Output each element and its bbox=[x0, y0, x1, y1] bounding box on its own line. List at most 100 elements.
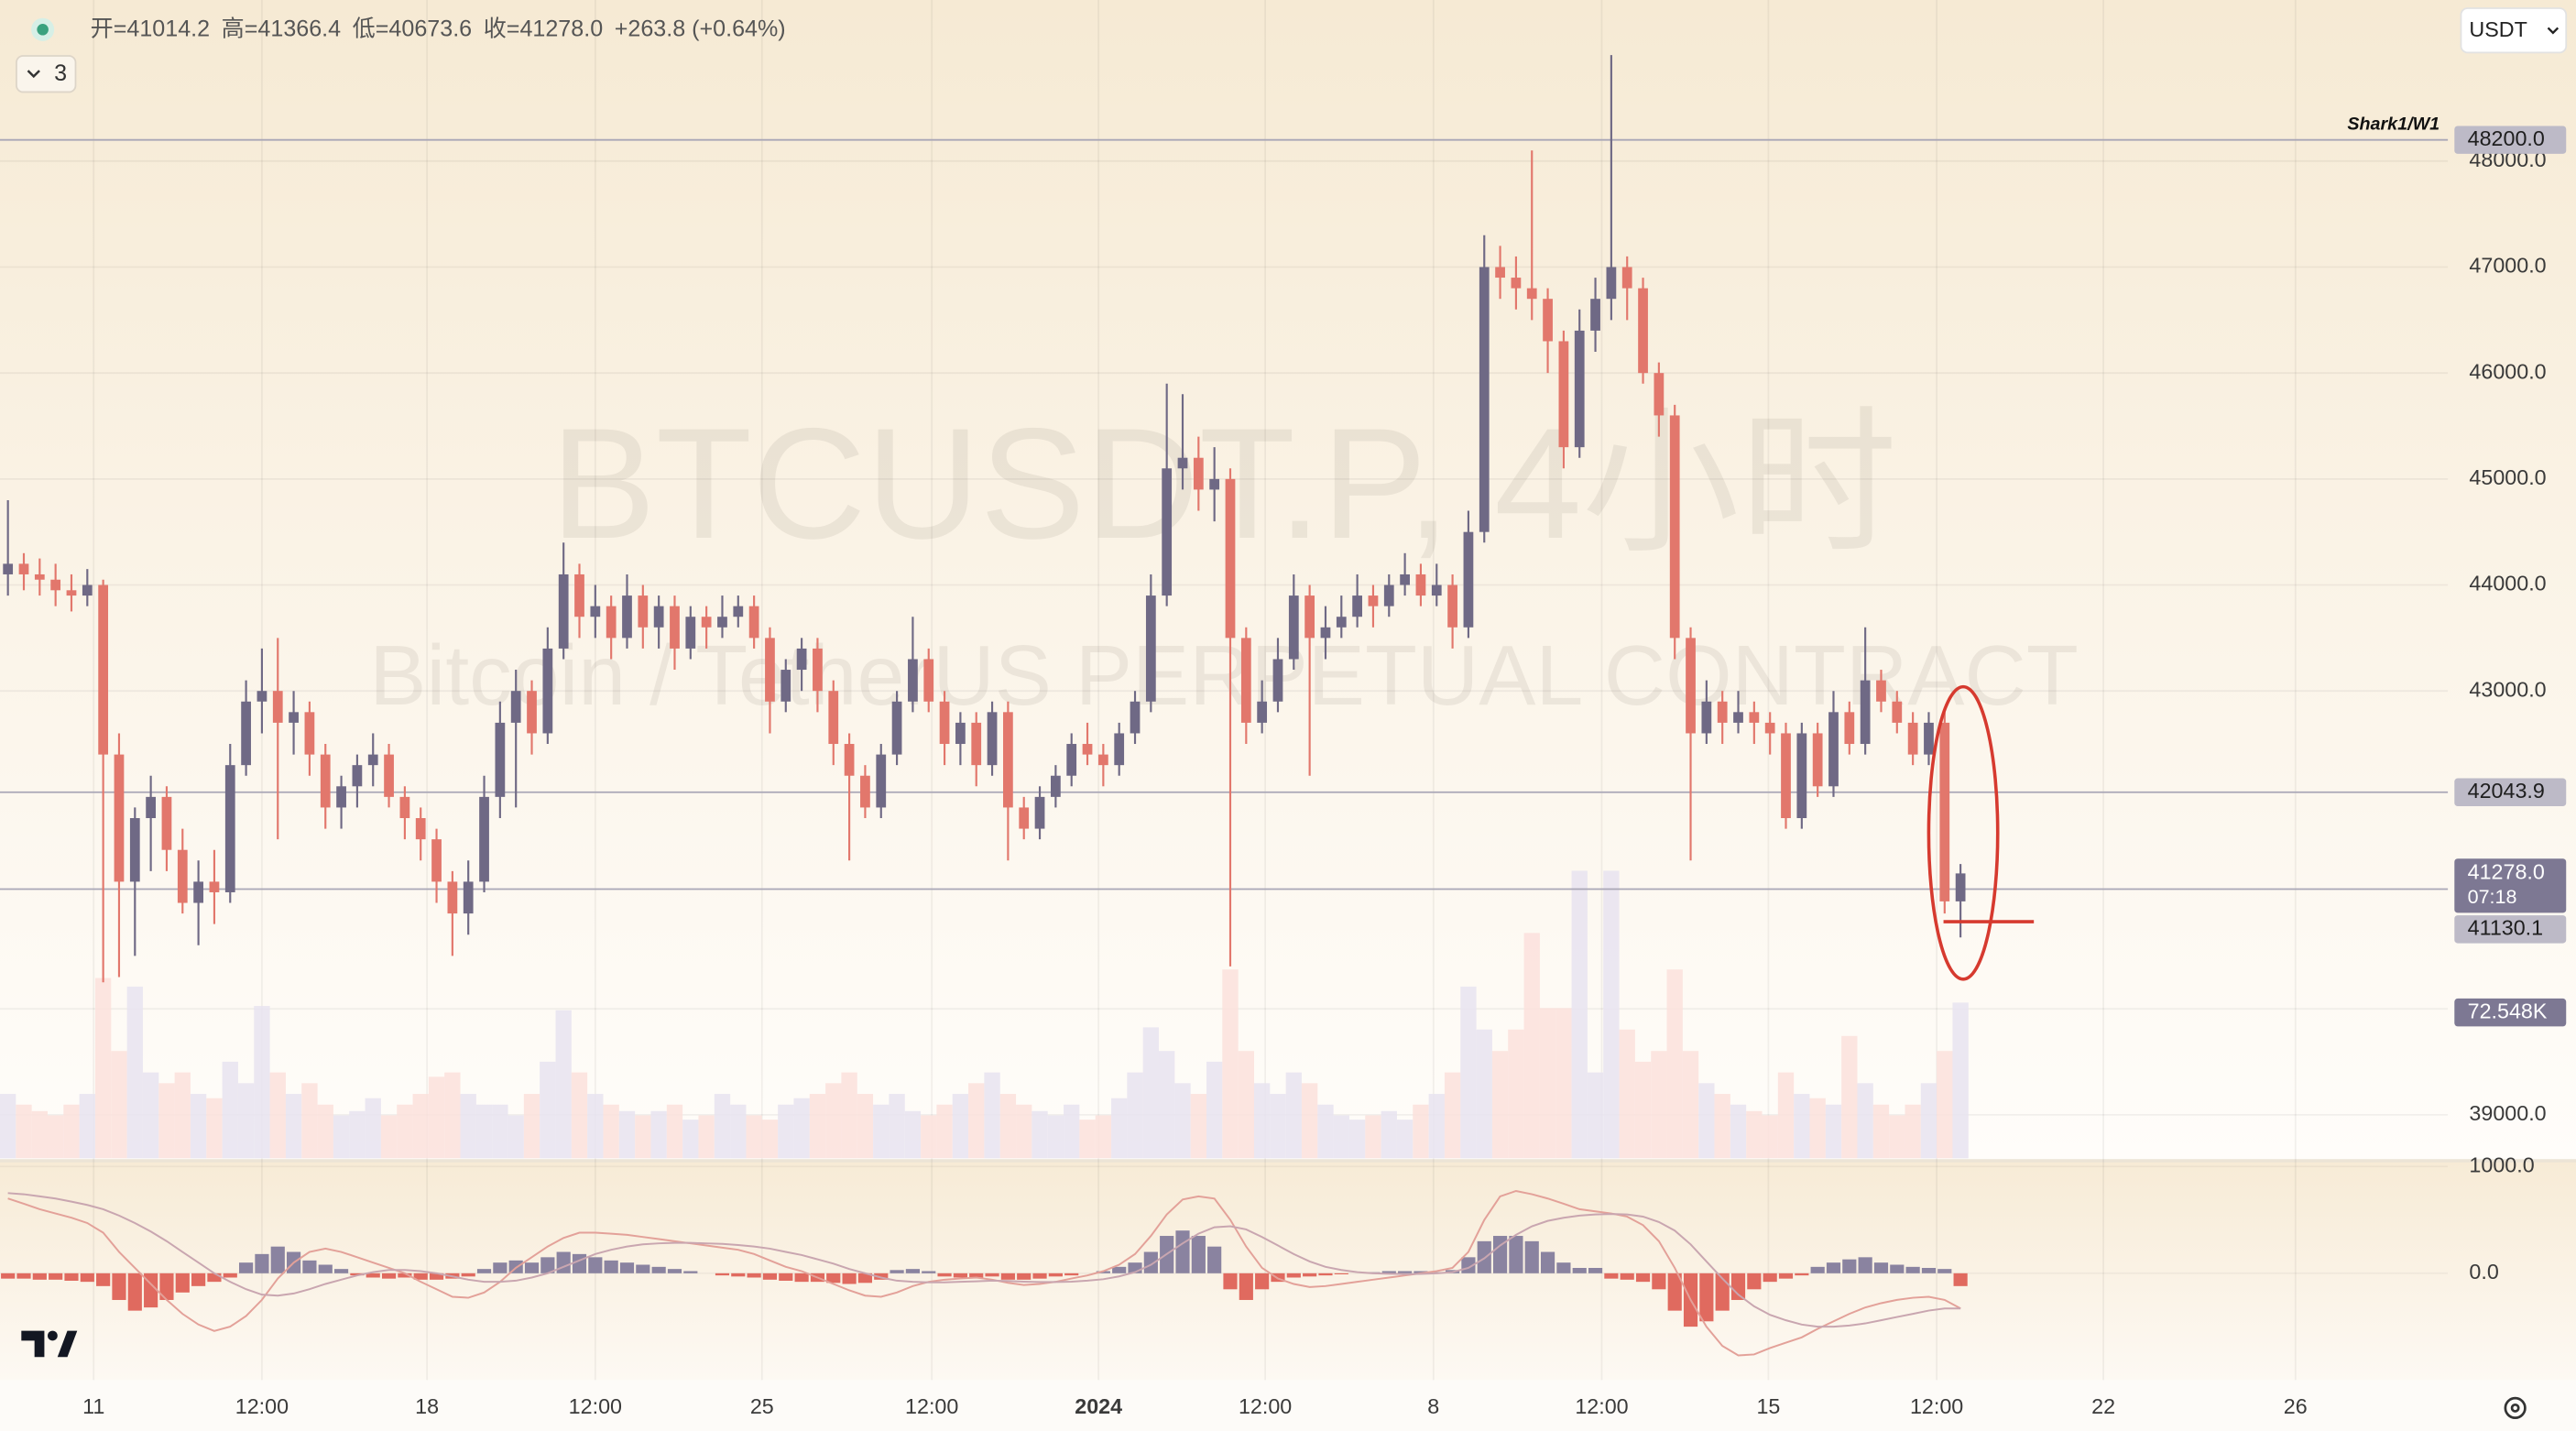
candle-body bbox=[463, 881, 474, 914]
price-pane-background bbox=[0, 0, 2576, 1161]
volume-bar bbox=[1619, 1029, 1635, 1159]
volume-bar bbox=[1206, 1061, 1223, 1159]
volume-bar bbox=[952, 1094, 969, 1159]
candle-body bbox=[304, 712, 315, 755]
candle-body bbox=[638, 595, 649, 628]
volume-bar bbox=[841, 1072, 857, 1159]
candle-body bbox=[50, 579, 61, 591]
candle-body bbox=[717, 617, 727, 628]
currency-select[interactable] bbox=[2460, 7, 2568, 54]
candle-body bbox=[1733, 712, 1743, 723]
candle-body bbox=[670, 606, 680, 649]
macd-histogram-bar bbox=[80, 1273, 94, 1283]
level-tag-label: 41130.1 bbox=[2468, 916, 2543, 940]
candle-body bbox=[1955, 873, 1966, 901]
volume-bar bbox=[460, 1094, 476, 1159]
candle-body bbox=[1097, 754, 1108, 766]
macd-histogram-bar bbox=[1699, 1273, 1714, 1322]
candle-body bbox=[431, 839, 442, 882]
level-tag-label: 48200.0 bbox=[2468, 126, 2545, 150]
volume-bar bbox=[47, 1115, 64, 1159]
macd-histogram-bar bbox=[381, 1273, 397, 1279]
candle-body bbox=[224, 765, 235, 892]
candle-body bbox=[1162, 468, 1173, 596]
candle-body bbox=[1812, 733, 1823, 787]
ohlc-item: 高=41366.4 bbox=[222, 16, 342, 41]
candle-body bbox=[1272, 659, 1283, 702]
volume-bar bbox=[999, 1094, 1017, 1159]
candle-body bbox=[1828, 712, 1839, 787]
volume-bar bbox=[666, 1104, 683, 1159]
macd-histogram-bar bbox=[1, 1273, 16, 1279]
volume-bar bbox=[412, 1094, 429, 1159]
macd-histogram-bar bbox=[398, 1273, 412, 1278]
macd-histogram-bar bbox=[255, 1253, 269, 1273]
volume-bar bbox=[968, 1083, 985, 1159]
volume-bar bbox=[793, 1098, 810, 1159]
candle-body bbox=[1511, 278, 1522, 289]
volume-bar bbox=[1920, 1083, 1937, 1159]
macd-histogram-bar bbox=[1842, 1259, 1857, 1273]
macd-histogram-bar bbox=[413, 1273, 428, 1280]
y-tick-label: 46000.0 bbox=[2469, 359, 2546, 383]
macd-histogram-bar bbox=[1048, 1273, 1063, 1277]
candle-body bbox=[114, 754, 125, 882]
candle-body bbox=[146, 796, 157, 818]
candle-body bbox=[129, 817, 140, 882]
volume-bar bbox=[809, 1094, 826, 1159]
ohlc-item: 开=41014.2 bbox=[91, 16, 210, 41]
macd-histogram-bar bbox=[366, 1273, 380, 1278]
candle-body bbox=[1447, 584, 1457, 628]
macd-histogram-bar bbox=[1223, 1273, 1238, 1290]
macd-histogram-bar bbox=[826, 1273, 841, 1284]
volume-bar bbox=[1301, 1083, 1318, 1159]
candle-body bbox=[1558, 341, 1569, 448]
candle-body bbox=[1400, 573, 1410, 585]
candle-body bbox=[1717, 701, 1728, 723]
volume-bar bbox=[1714, 1094, 1730, 1159]
candle-body bbox=[1543, 299, 1553, 342]
volume-bar bbox=[126, 986, 143, 1159]
macd-histogram-bar bbox=[429, 1273, 444, 1280]
watermark-title: BTCUSDT.P, 4小时 bbox=[551, 396, 1897, 572]
settings-button[interactable] bbox=[2504, 1396, 2527, 1419]
volume-bar bbox=[857, 1094, 874, 1159]
volume-bar bbox=[1317, 1104, 1334, 1159]
volume-bar bbox=[1841, 1035, 1858, 1159]
candle-body bbox=[828, 691, 839, 745]
macd-histogram-bar bbox=[1620, 1273, 1634, 1280]
candle-body bbox=[1463, 531, 1474, 628]
volume-bar bbox=[523, 1094, 540, 1159]
candle-body bbox=[82, 584, 93, 596]
candle-body bbox=[1669, 415, 1680, 639]
volume-bar bbox=[778, 1104, 794, 1159]
volume-bar bbox=[1079, 1120, 1096, 1159]
indicator-toggle[interactable] bbox=[16, 55, 77, 93]
volume-tag-label: 72.548K bbox=[2468, 999, 2548, 1022]
volume-bar bbox=[254, 1006, 270, 1159]
volume-bar bbox=[1031, 1110, 1048, 1159]
volume-tag bbox=[2454, 998, 2567, 1027]
candle-body bbox=[891, 701, 902, 755]
x-tick-label: 12:00 bbox=[1575, 1394, 1628, 1418]
candle-body bbox=[1701, 701, 1712, 734]
volume-bar bbox=[1253, 1083, 1271, 1159]
macd-histogram-bar bbox=[1747, 1273, 1762, 1290]
volume-bar bbox=[1174, 1083, 1191, 1159]
volume-bar bbox=[158, 1083, 175, 1159]
annotation-ellipse bbox=[1927, 684, 2000, 981]
candle-body bbox=[923, 659, 934, 702]
countdown-label: 07:18 bbox=[2468, 886, 2517, 908]
candle-body bbox=[1336, 617, 1347, 628]
volume-bar bbox=[269, 1072, 286, 1159]
x-tick-label: 12:00 bbox=[1239, 1394, 1292, 1418]
candle-body bbox=[1193, 457, 1204, 490]
candle-body bbox=[1130, 701, 1141, 734]
macd-histogram-bar bbox=[1334, 1273, 1348, 1274]
x-tick-label: 25 bbox=[750, 1394, 774, 1418]
macd-pane-background bbox=[0, 1161, 2576, 1381]
candle-body bbox=[447, 881, 458, 914]
candle-body bbox=[510, 691, 521, 723]
volume-bar bbox=[1952, 1002, 1969, 1159]
candle-body bbox=[1860, 680, 1871, 745]
